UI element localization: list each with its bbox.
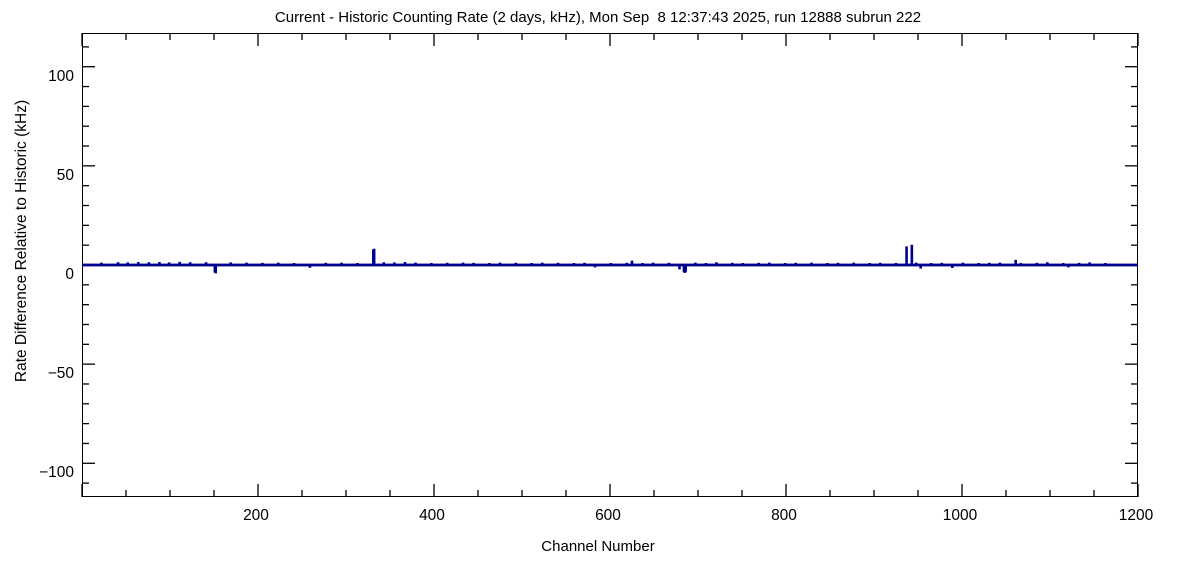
data-area [82,33,1138,497]
series-plot [82,244,1138,274]
x-tick-label-800: 800 [771,507,797,524]
x-tick-label-600: 600 [595,507,621,524]
y-tick-label-neg50: −50 [47,365,74,382]
y-tick-label-50: 50 [56,167,74,184]
x-axis-label: Channel Number [541,538,655,555]
page-title: Current - Historic Counting Rate (2 days… [274,9,922,26]
y-tick-label-neg100: −100 [39,464,74,481]
y-tick-label-0: 0 [65,266,74,283]
x-tick-label-400: 400 [419,507,445,524]
x-tick-label-1200: 1200 [1118,507,1154,524]
x-tick-label-200: 200 [243,507,269,524]
y-tick-label-100: 100 [48,68,74,85]
x-tick-label-1000: 1000 [942,507,978,524]
